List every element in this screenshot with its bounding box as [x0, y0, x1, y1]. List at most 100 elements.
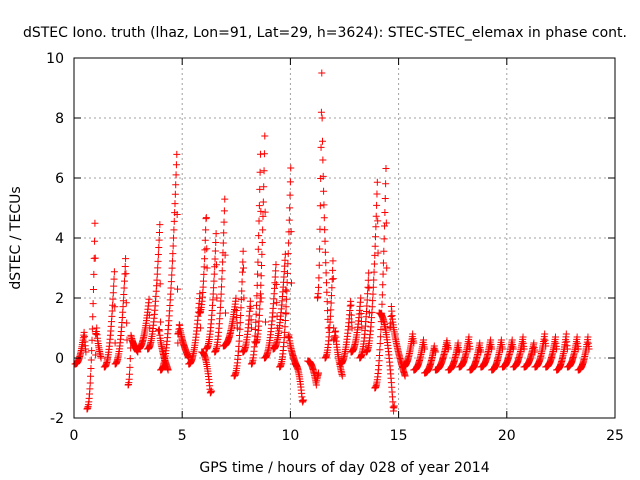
data-point — [282, 286, 290, 294]
data-point — [237, 304, 245, 312]
data-point — [348, 318, 356, 326]
data-point — [252, 310, 260, 318]
data-point — [338, 372, 346, 380]
data-point — [156, 280, 164, 288]
data-point — [168, 257, 176, 265]
data-point — [251, 326, 259, 334]
data-point — [200, 270, 208, 278]
data-point — [322, 259, 330, 267]
data-point — [212, 261, 220, 269]
data-point — [120, 284, 128, 292]
data-point — [211, 255, 219, 263]
data-point — [88, 325, 96, 333]
data-point — [220, 229, 228, 237]
data-point — [221, 195, 229, 203]
data-point — [256, 168, 264, 176]
data-point — [232, 306, 240, 314]
data-point — [372, 212, 380, 220]
data-point — [377, 333, 385, 341]
data-point — [120, 277, 128, 285]
data-point — [322, 279, 330, 287]
data-point — [121, 263, 129, 270]
data-point — [120, 291, 128, 299]
data-point — [237, 311, 245, 319]
data-point — [381, 209, 389, 217]
data-point — [154, 264, 162, 272]
data-point — [281, 323, 289, 331]
data-point — [282, 295, 290, 303]
data-point — [123, 319, 131, 327]
data-point — [329, 275, 337, 283]
data-point — [421, 345, 429, 353]
data-point — [172, 171, 180, 179]
data-point — [109, 295, 117, 303]
data-point — [236, 319, 244, 327]
y-axis-ticks: -2 0 2 4 6 8 10 — [46, 51, 615, 427]
x-axis-ticks: 0 5 10 15 20 25 — [70, 58, 624, 444]
data-point — [330, 324, 338, 332]
data-point — [254, 258, 262, 266]
data-point — [211, 247, 219, 255]
data-point — [282, 303, 290, 311]
data-point — [328, 275, 336, 283]
data-point — [465, 333, 473, 341]
data-point — [238, 278, 246, 286]
data-point — [320, 187, 328, 195]
data-point — [218, 267, 226, 275]
data-point — [321, 226, 329, 234]
data-point — [509, 345, 517, 353]
data-point — [166, 296, 174, 304]
data-point — [173, 211, 181, 219]
data-point — [281, 317, 289, 325]
data-point — [236, 325, 244, 333]
data-point — [213, 294, 221, 302]
data-point — [261, 132, 269, 140]
data-point — [315, 283, 323, 291]
y-tick-label: -2 — [50, 411, 64, 427]
data-point — [466, 345, 474, 353]
y-axis-label: dSTEC / TECUs — [8, 186, 24, 289]
data-point — [488, 345, 496, 353]
data-point — [318, 137, 326, 145]
data-point — [110, 282, 118, 290]
data-point — [272, 261, 280, 269]
data-point — [126, 355, 134, 363]
data-point — [271, 273, 279, 281]
y-tick-label: 10 — [46, 51, 64, 67]
data-point — [89, 286, 97, 294]
data-point — [247, 316, 255, 324]
data-point — [372, 233, 380, 241]
data-point — [331, 327, 339, 335]
data-point — [173, 150, 181, 158]
data-point — [239, 258, 247, 266]
data-point — [154, 251, 162, 259]
data-point — [382, 180, 390, 188]
data-point — [170, 217, 178, 225]
data-point — [169, 250, 177, 258]
data-point — [455, 348, 463, 356]
data-point — [368, 303, 376, 311]
data-point — [584, 333, 592, 341]
data-point — [209, 296, 217, 304]
data-point — [167, 290, 175, 298]
x-tick-label: 0 — [70, 428, 79, 444]
data-point — [203, 245, 211, 253]
data-point — [258, 239, 266, 247]
data-point — [329, 257, 337, 265]
data-point — [110, 268, 118, 276]
data-point — [87, 372, 95, 380]
data-point — [88, 336, 96, 344]
data-point — [197, 324, 205, 332]
data-point — [86, 379, 94, 387]
data-point — [323, 298, 331, 306]
x-tick-label: 15 — [390, 428, 408, 444]
x-tick-label: 5 — [178, 428, 187, 444]
data-point — [363, 296, 371, 304]
data-point — [212, 230, 220, 238]
x-axis-label: GPS time / hours of day 028 of year 2014 — [199, 460, 489, 476]
data-point — [371, 242, 379, 250]
data-point — [210, 284, 218, 292]
data-point — [219, 258, 227, 266]
data-point — [281, 256, 289, 264]
data-point — [240, 294, 248, 302]
